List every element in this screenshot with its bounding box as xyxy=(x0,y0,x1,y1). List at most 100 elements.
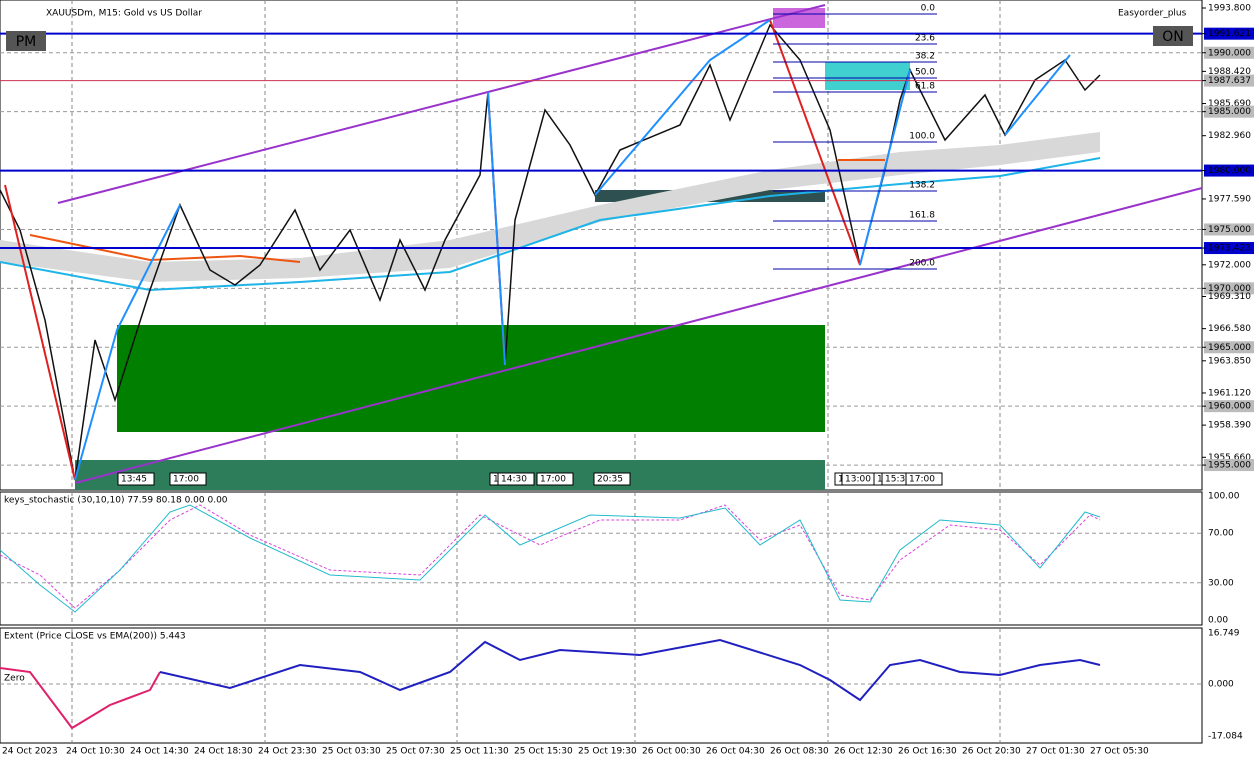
price-tag xyxy=(1204,282,1254,295)
price-label: 1990.000 xyxy=(1208,48,1251,58)
stoch-signal xyxy=(0,504,1101,609)
session-label: 1 xyxy=(877,475,883,485)
channel xyxy=(74,187,1203,484)
time-label: 24 Oct 10:30 xyxy=(66,747,125,757)
time-label: 25 Oct 11:30 xyxy=(450,747,509,757)
price-label: 1993.800 xyxy=(1208,4,1251,14)
fib-label: 50.0 xyxy=(915,68,935,78)
zone-magenta xyxy=(773,8,825,28)
time-label: 24 Oct 14:30 xyxy=(130,747,189,757)
zigzag-up xyxy=(74,204,181,481)
price-label: 1970.000 xyxy=(1208,284,1251,294)
stoch-axis: 0.00 xyxy=(1208,616,1228,626)
time-label: 26 Oct 12:30 xyxy=(834,747,893,757)
fib-label: 61.8 xyxy=(915,82,935,92)
fib-label: 200.0 xyxy=(909,259,935,269)
expert-name: Easyorder_plus xyxy=(1118,9,1187,19)
zigzag-up xyxy=(487,91,506,366)
time-label: 25 Oct 03:30 xyxy=(322,747,381,757)
symbol: XAUUSDm, M15: Gold vs US Dollar xyxy=(46,9,202,19)
price-label: 1960.000 xyxy=(1208,402,1251,412)
price-label: 1961.120 xyxy=(1208,388,1251,398)
session-label: 13:45 xyxy=(121,475,147,485)
price-label: 1980.000 xyxy=(1208,166,1251,176)
session-tag xyxy=(117,472,155,486)
fib-label: 100.0 xyxy=(909,132,935,142)
fib-label: 23.6 xyxy=(915,34,935,44)
price-tag xyxy=(1204,459,1254,472)
price-label: 1988.420 xyxy=(1208,67,1251,77)
on-button[interactable] xyxy=(1153,26,1193,46)
price-tag xyxy=(1204,341,1254,354)
price-tag xyxy=(1204,74,1254,87)
price-tag xyxy=(1204,223,1254,236)
price-label: 1975.000 xyxy=(1208,225,1251,235)
time-label: 24 Oct 2023 xyxy=(2,747,58,757)
time-label: 24 Oct 23:30 xyxy=(258,747,317,757)
ma-line xyxy=(0,157,1101,292)
price-tag xyxy=(1204,164,1254,177)
price-label: 1985.000 xyxy=(1208,107,1251,117)
time-label: 25 Oct 19:30 xyxy=(578,747,637,757)
pm-label[interactable]: PM xyxy=(16,34,37,50)
session-tag xyxy=(905,472,943,486)
price-label: 1966.580 xyxy=(1208,324,1251,334)
stoch-title: keys_stochastic (30,10,10) 77.59 80.18 0… xyxy=(4,496,228,506)
stoch-axis: 70.00 xyxy=(1208,529,1234,539)
zigzag-down xyxy=(4,184,76,481)
fib-label: 38.2 xyxy=(915,52,935,62)
fib-label: 161.8 xyxy=(909,211,935,221)
time-label: 26 Oct 20:30 xyxy=(962,747,1021,757)
price-label: 1955.000 xyxy=(1208,461,1251,471)
session-label: 17:00 xyxy=(173,475,199,485)
price-tag xyxy=(1204,242,1254,255)
time-label: 26 Oct 00:30 xyxy=(642,747,701,757)
time-label: 25 Oct 15:30 xyxy=(514,747,573,757)
session-tag xyxy=(169,472,207,486)
price-label: 1985.690 xyxy=(1208,99,1251,109)
price-label: 1969.310 xyxy=(1208,292,1251,302)
stoch-axis: 30.00 xyxy=(1208,578,1234,588)
price-label: 1958.390 xyxy=(1208,421,1251,431)
price-label: 1973.423 xyxy=(1208,244,1251,254)
extent-axis: 0.000 xyxy=(1208,680,1234,690)
price-tag xyxy=(1204,105,1254,118)
price-label: 1972.000 xyxy=(1208,260,1251,270)
extent-title: Extent (Price CLOSE vs EMA(200)) 5.443 xyxy=(4,632,186,642)
extent-axis: 16.749 xyxy=(1208,629,1240,639)
time-label: 24 Oct 18:30 xyxy=(194,747,253,757)
price-tag xyxy=(1204,27,1254,40)
time-label: 26 Oct 08:30 xyxy=(770,747,829,757)
session-tag xyxy=(497,472,535,486)
session-label: 20:35 xyxy=(597,475,623,485)
session-tag xyxy=(536,472,574,486)
extent-panel xyxy=(0,627,1203,744)
zero-label: Zero xyxy=(4,674,25,684)
session-label: 14:30 xyxy=(501,475,527,485)
session-tag xyxy=(593,472,631,486)
zone-cyan xyxy=(825,62,910,90)
extent-line xyxy=(159,638,1101,702)
session-label: 1 xyxy=(838,475,844,485)
extent-axis: -17.084 xyxy=(1208,731,1243,741)
price-tag xyxy=(1204,46,1254,59)
price-label: 1987.637 xyxy=(1208,76,1251,86)
price-label: 1965.000 xyxy=(1208,343,1251,353)
session-label: 13:00 xyxy=(845,475,871,485)
price-label: 1982.960 xyxy=(1208,131,1251,141)
price-label: 1955.660 xyxy=(1208,453,1251,463)
on-label[interactable]: ON xyxy=(1162,29,1184,45)
price-label: 1963.850 xyxy=(1208,356,1251,366)
session-label: 17:00 xyxy=(540,475,566,485)
time-label: 25 Oct 07:30 xyxy=(386,747,445,757)
price-label: 1977.590 xyxy=(1208,194,1251,204)
time-label: 26 Oct 04:30 xyxy=(706,747,765,757)
fib-label: 0.0 xyxy=(921,4,936,14)
zigzag-up xyxy=(1004,54,1071,136)
extent-neg xyxy=(0,667,161,730)
stochastic-panel xyxy=(0,491,1203,626)
price-label: 1991.621 xyxy=(1208,29,1251,39)
time-label: 27 Oct 05:30 xyxy=(1090,747,1149,757)
pm-button[interactable] xyxy=(6,31,46,51)
